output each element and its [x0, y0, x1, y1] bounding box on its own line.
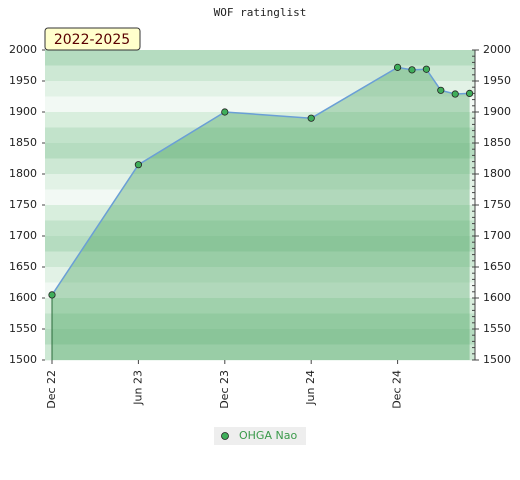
- band: [45, 205, 475, 221]
- y2-tick-label: 1700: [483, 229, 511, 242]
- y2-tick-label: 2000: [483, 43, 511, 56]
- point: [48, 291, 56, 299]
- band: [45, 313, 475, 330]
- band: [45, 50, 475, 66]
- band: [45, 143, 475, 159]
- y-tick-label: 1850: [9, 136, 37, 149]
- band: [45, 65, 475, 82]
- y-tick-label: 1500: [9, 353, 37, 366]
- point: [451, 90, 459, 98]
- band: [45, 158, 475, 175]
- band: [45, 174, 475, 190]
- badge-box: [44, 27, 141, 51]
- x-tick-label: Jun 23: [131, 370, 144, 406]
- band: [45, 236, 475, 252]
- x-tick-label: Dec 23: [218, 370, 231, 409]
- y2-tick-label: 1550: [483, 322, 511, 335]
- y2-tick-label: 1600: [483, 291, 511, 304]
- band: [45, 127, 475, 144]
- point: [393, 63, 402, 71]
- x-tick-label: Jun 24: [304, 370, 317, 406]
- y2-tick-label: 1950: [483, 74, 511, 87]
- y-tick-label: 1700: [9, 229, 37, 242]
- y-tick-label: 1550: [9, 322, 37, 335]
- chart-title: WOF ratinglist: [214, 6, 307, 19]
- point: [437, 86, 445, 94]
- y2-tick-label: 1900: [483, 105, 511, 118]
- point: [465, 89, 474, 98]
- y-tick-label: 1900: [9, 105, 37, 118]
- x-tick-label: Dec 22: [45, 370, 58, 409]
- y2-tick-label: 1650: [483, 260, 511, 273]
- point: [422, 65, 430, 73]
- x-tick-label: Dec 24: [391, 370, 404, 409]
- point: [408, 66, 416, 74]
- y-tick-label: 1650: [9, 260, 37, 273]
- line: [51, 66, 470, 296]
- band: [45, 220, 475, 237]
- y2-tick-label: 1800: [483, 167, 511, 180]
- band: [45, 344, 475, 361]
- y-tick-label: 1600: [9, 291, 37, 304]
- y2-tick-label: 1850: [483, 136, 511, 149]
- legend-box: [214, 427, 306, 445]
- y-tick-label: 1950: [9, 74, 37, 87]
- legend-label: OHGA Nao: [239, 429, 297, 442]
- band: [45, 96, 475, 113]
- y-tick-label: 2000: [9, 43, 37, 56]
- band: [45, 329, 475, 345]
- y2-tick-label: 1750: [483, 198, 511, 211]
- band: [45, 267, 475, 283]
- band: [45, 282, 475, 299]
- band: [45, 251, 475, 268]
- point: [134, 161, 142, 169]
- y-tick-label: 1750: [9, 198, 37, 211]
- band: [45, 189, 475, 206]
- y2-tick-label: 1500: [483, 353, 511, 366]
- area: [52, 67, 470, 361]
- badge-text: 2022-2025: [54, 32, 130, 48]
- legend-marker: [221, 432, 229, 440]
- y-tick-label: 1800: [9, 167, 37, 180]
- band: [45, 112, 475, 128]
- point: [307, 114, 315, 122]
- band: [45, 298, 475, 314]
- point: [221, 108, 229, 116]
